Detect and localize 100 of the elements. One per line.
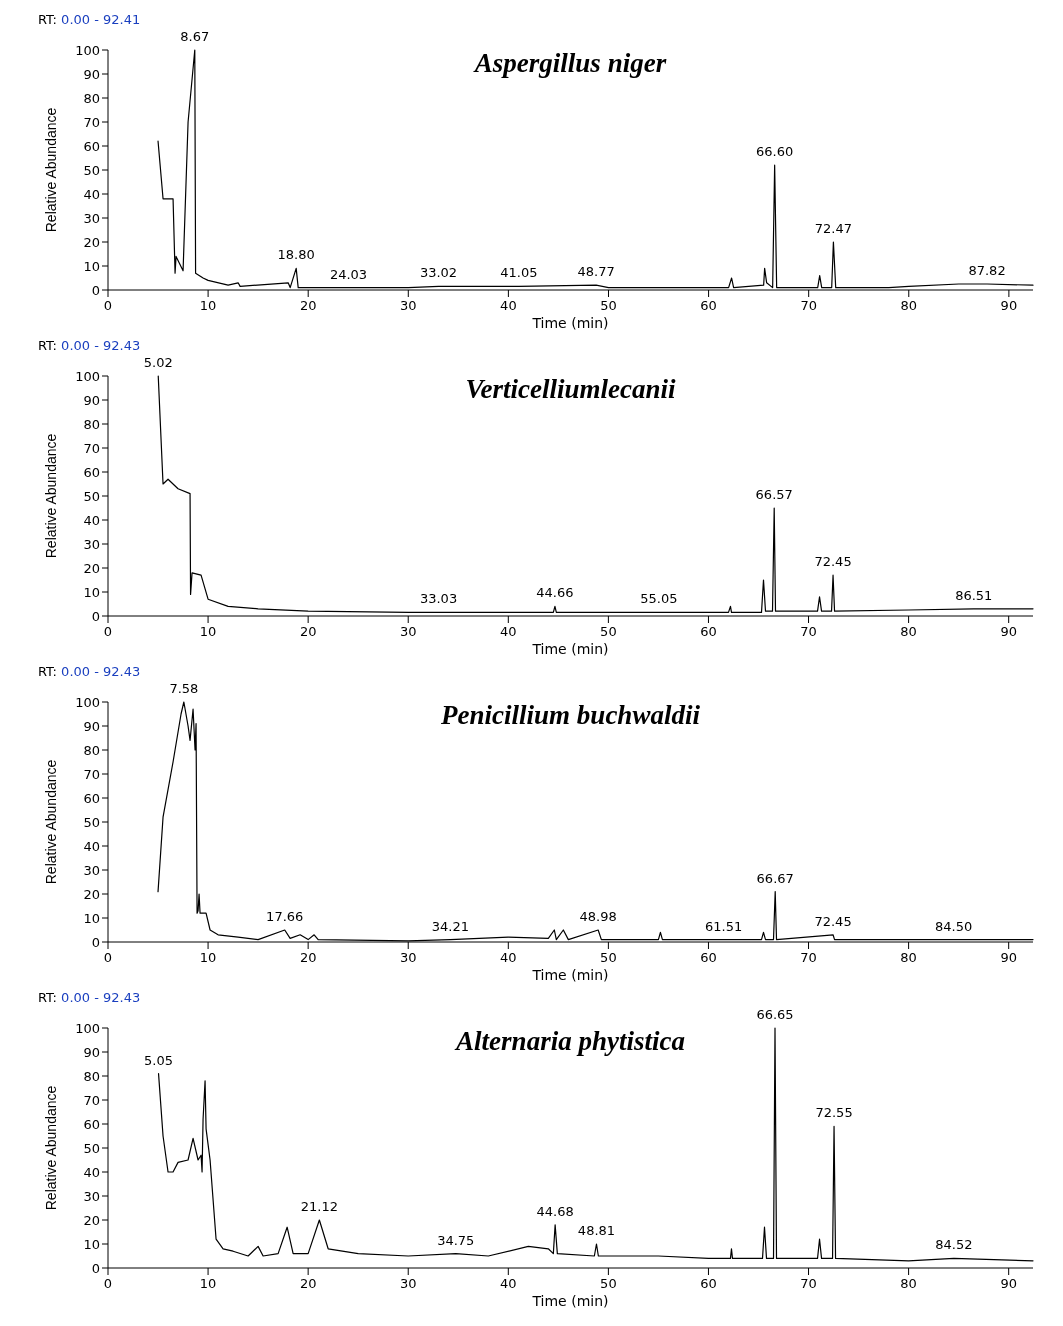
y-tick-label: 60 (83, 464, 100, 480)
x-tick-label: 70 (800, 1276, 817, 1291)
x-axis-title: Time (min) (531, 967, 609, 983)
x-tick-label: 0 (103, 298, 113, 313)
x-tick-label: 0 (103, 1276, 113, 1291)
x-tick-label: 90 (1000, 950, 1017, 965)
y-tick-label: 90 (83, 718, 100, 734)
x-tick-label: 10 (199, 1276, 217, 1291)
x-tick-label: 10 (199, 950, 217, 965)
x-axis-title: Time (min) (531, 641, 609, 657)
chart-title: Verticelliumlecanii (465, 374, 676, 404)
x-tick-label: 20 (299, 950, 317, 965)
y-axis-title: Relative Abundance (43, 759, 59, 885)
y-tick-label: 80 (83, 90, 100, 106)
y-tick-label: 60 (83, 138, 100, 154)
chart-title: Penicillium buchwaldii (440, 700, 701, 730)
text: RT: 0.00 - 92.43 (38, 664, 141, 679)
annotation: 86.51 (955, 587, 993, 603)
y-tick-label: 40 (83, 838, 100, 854)
x-tick-label: 90 (1000, 1276, 1017, 1291)
annotation: 5.05 (144, 1052, 174, 1068)
line-series (157, 375, 1034, 613)
x-tick-label: 80 (900, 624, 917, 639)
y-tick-label: 70 (83, 114, 100, 130)
annotation: 72.45 (814, 554, 852, 570)
annotation: 84.50 (935, 918, 973, 934)
annotation: 44.66 (536, 585, 574, 601)
y-tick-label: 30 (83, 210, 100, 226)
y-axis-title: Relative Abundance (43, 107, 59, 233)
y-tick-label: 70 (83, 440, 100, 456)
y-tick-label: 40 (83, 1164, 100, 1180)
x-tick-label: 90 (1000, 298, 1018, 313)
x-tick-label: 70 (800, 624, 817, 639)
y-tick-label: 70 (83, 1092, 100, 1108)
y-axis-title: Relative Abundance (43, 1085, 59, 1211)
annotation: 34.21 (431, 918, 469, 934)
y-tick-label: 10 (83, 258, 100, 274)
x-axis-title: Time (min) (531, 1293, 609, 1309)
y-tick-label: 90 (83, 392, 100, 408)
x-tick-label: 80 (900, 950, 917, 965)
y-tick-label: 10 (83, 584, 100, 600)
annotation: 66.60 (756, 144, 794, 160)
y-tick-label: 30 (83, 862, 100, 878)
annotation: 84.52 (935, 1237, 973, 1253)
y-tick-label: 0 (91, 1260, 100, 1276)
x-tick-label: 60 (700, 298, 717, 313)
x-tick-label: 50 (600, 950, 617, 965)
y-tick-label: 100 (75, 42, 100, 58)
x-tick-label: 30 (400, 298, 417, 313)
x-tick-label: 50 (600, 298, 617, 313)
y-tick-label: 30 (83, 1188, 100, 1204)
y-tick-label: 60 (83, 1116, 100, 1132)
x-tick-label: 10 (199, 298, 217, 313)
chart-title: Alternaria phytistica (454, 1026, 685, 1056)
annotation: 48.81 (577, 1223, 616, 1238)
x-tick-label: 20 (299, 298, 317, 313)
annotation: 72.45 (814, 913, 852, 929)
y-tick-label: 90 (83, 1044, 100, 1060)
y-tick-label: 0 (91, 608, 100, 624)
y-tick-label: 80 (83, 742, 100, 758)
x-axis-title: Time (min) (531, 315, 609, 331)
x-tick-label: 30 (399, 950, 417, 965)
y-tick-label: 20 (83, 234, 100, 250)
annotation: 72.55 (815, 1105, 853, 1121)
y-tick-label: 50 (83, 162, 100, 178)
annotation: 48.98 (579, 909, 617, 924)
x-tick-label: 60 (700, 1276, 717, 1291)
y-tick-label: 100 (75, 1020, 100, 1036)
x-tick-label: 50 (600, 1276, 617, 1291)
y-tick-label: 0 (91, 934, 100, 950)
x-tick-label: 40 (500, 624, 517, 639)
y-axis-title: Relative Abundance (43, 433, 59, 559)
y-tick-label: 20 (83, 886, 100, 902)
y-tick-label: 70 (83, 766, 100, 782)
annotation: 24.03 (329, 266, 368, 282)
annotation: 33.03 (419, 591, 458, 607)
x-tick-label: 60 (700, 624, 717, 639)
x-tick-label: 80 (900, 298, 918, 313)
x-tick-label: 50 (600, 624, 617, 639)
x-tick-label: 40 (500, 950, 517, 965)
annotation: 55.05 (640, 591, 678, 607)
x-tick-label: 10 (199, 624, 217, 639)
text: RT: 0.00 - 92.41 (38, 12, 141, 27)
y-tick-label: 80 (83, 1068, 100, 1084)
y-tick-label: 90 (83, 66, 100, 82)
x-tick-label: 40 (500, 1276, 517, 1291)
x-tick-label: 80 (900, 1276, 917, 1291)
annotation: 66.67 (756, 870, 794, 886)
x-tick-label: 60 (700, 950, 717, 965)
x-tick-label: 20 (299, 1276, 317, 1291)
annotation: 7.58 (169, 681, 199, 696)
x-tick-label: 0 (103, 950, 113, 965)
x-tick-label: 40 (500, 298, 517, 313)
y-tick-label: 100 (75, 694, 100, 710)
annotation: 41.05 (500, 265, 538, 281)
annotation: 33.02 (419, 265, 458, 281)
y-tick-label: 20 (83, 1212, 100, 1228)
annotation: 66.65 (756, 1007, 794, 1022)
y-tick-label: 30 (83, 536, 100, 552)
annotation: 17.66 (266, 909, 304, 924)
